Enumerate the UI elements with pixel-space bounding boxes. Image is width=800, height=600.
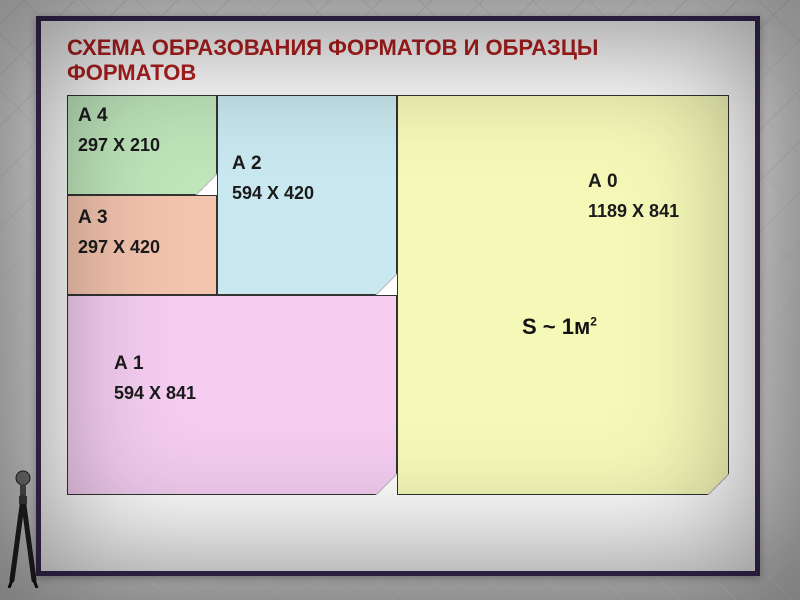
sheet-a3: А 3 297 Х 420 [67,195,217,295]
page-curl-icon [375,273,397,295]
sheet-a3-label: А 3 297 Х 420 [78,206,160,258]
page-curl-icon [707,473,729,495]
sheet-a0-label: А 0 1189 Х 841 [588,170,679,222]
sheet-a4-label: А 4 297 Х 210 [78,104,160,156]
sheet-a3-name: А 3 [78,206,160,230]
sheet-a4-dims: 297 Х 210 [78,134,160,157]
sheet-a1: А 1 594 Х 841 [67,295,397,495]
sheet-a3-dims: 297 Х 420 [78,236,160,259]
sheet-a2-dims: 594 Х 420 [232,182,314,205]
compass-icon [6,468,40,588]
sheet-a1-name: А 1 [114,352,196,376]
sheet-a0-dims: 1189 Х 841 [588,200,679,223]
sheet-a4-name: А 4 [78,104,160,128]
sheet-a1-label: А 1 594 Х 841 [114,352,196,404]
content-frame: СХЕМА ОБРАЗОВАНИЯ ФОРМАТОВ И ОБРАЗЦЫ ФОР… [36,16,760,576]
sheet-a2: А 2 594 Х 420 [217,95,397,295]
sheet-a4: А 4 297 Х 210 [67,95,217,195]
page-title: СХЕМА ОБРАЗОВАНИЯ ФОРМАТОВ И ОБРАЗЦЫ ФОР… [67,35,627,86]
sheet-a2-name: А 2 [232,152,314,176]
sheet-a0: А 0 1189 Х 841 S ~ 1м2 [397,95,729,495]
sheet-a0-name: А 0 [588,170,679,194]
area-label: S ~ 1м2 [522,314,597,340]
sheet-a2-label: А 2 594 Х 420 [232,152,314,204]
sheet-a1-dims: 594 Х 841 [114,382,196,405]
page-curl-icon [375,473,397,495]
paper-format-diagram: А 0 1189 Х 841 S ~ 1м2 А 1 594 Х 841 А 2… [67,95,729,495]
page-curl-icon [195,173,217,195]
